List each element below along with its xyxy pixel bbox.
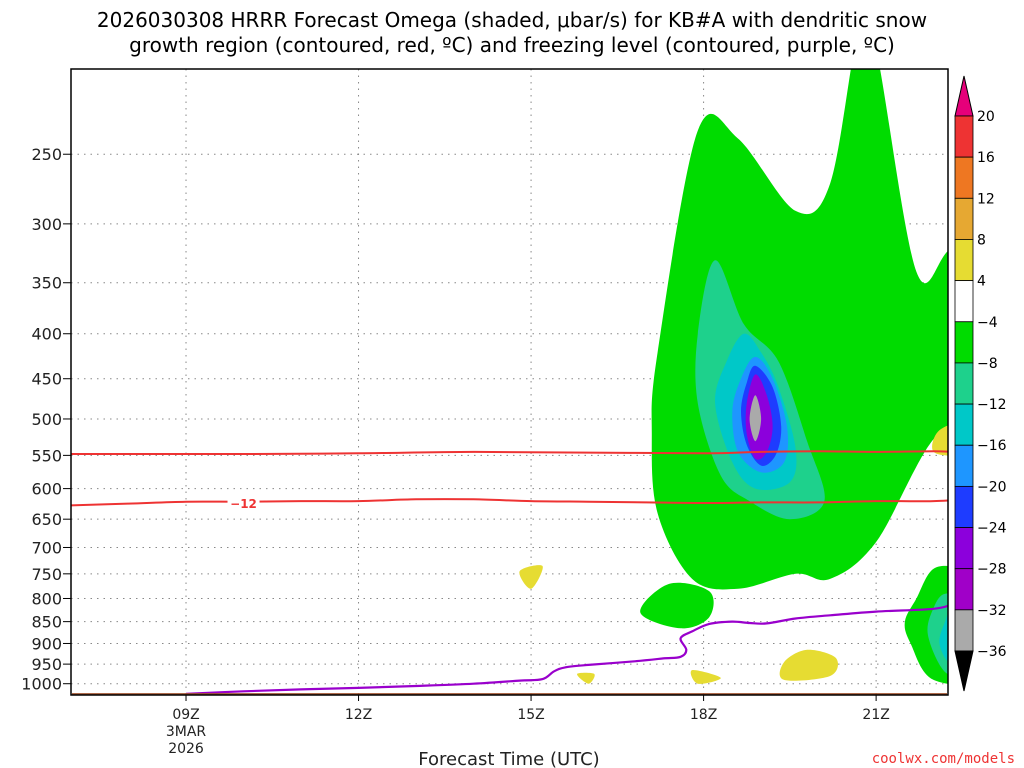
y-tick-label: 350: [31, 274, 62, 293]
contour-label-bg: [227, 496, 260, 511]
y-tick-label: 1000: [21, 675, 62, 694]
colorbar-bin--24--20: [954, 485, 974, 528]
colorbar: 20 16 12 8 4 −4 −8 −12 −16 −20 −24 −28 −32 −36: [954, 75, 1007, 692]
dendritic-contour-line: [71, 450, 948, 456]
colorbar-bin--4-4: [954, 280, 974, 323]
x-axis-title: Forecast Time (UTC): [418, 749, 599, 768]
colorbar-bin--32--28: [954, 568, 974, 611]
y-tick-label: 850: [31, 613, 62, 632]
colorbar-bin-8-12: [954, 197, 974, 240]
colorbar-bin--12--8: [954, 362, 974, 405]
y-tick-label: 900: [31, 634, 62, 653]
colorbar-label: −32: [977, 603, 1007, 619]
y-tick-label: 650: [31, 510, 62, 529]
y-tick-label: 950: [31, 655, 62, 674]
y-tick-label: 700: [31, 538, 62, 557]
y-tick-label: 600: [31, 480, 62, 499]
colorbar-label: 20: [977, 109, 995, 125]
colorbar-top-triangle: [954, 75, 974, 117]
colorbar-label: −36: [977, 644, 1007, 660]
y-tick-label: 800: [31, 589, 62, 608]
x-tick-label: 21Z: [862, 707, 889, 723]
y-tick-label: 300: [31, 215, 62, 234]
y-tick-label: 450: [31, 370, 62, 389]
x-tick-label: 15Z: [517, 707, 544, 723]
colorbar-label: −8: [977, 356, 998, 372]
x-tick-label: 18Z: [690, 707, 717, 723]
x-tick-label: 12Z: [345, 707, 372, 723]
y-tick-label: 750: [31, 565, 62, 584]
y-tick-label: 550: [31, 446, 62, 465]
colorbar-label: 12: [977, 191, 995, 207]
freezing-level-contour: [185, 604, 948, 695]
omega-region-4-8: [577, 672, 595, 684]
credit-link[interactable]: coolwx.com/models: [872, 751, 1015, 767]
colorbar-bin-12-16: [954, 156, 974, 199]
colorbar-label: 8: [977, 232, 986, 248]
omega-region-4-8: [779, 649, 839, 681]
colorbar-label: 4: [977, 274, 986, 290]
plot-area: −18−12−12: [70, 68, 949, 696]
chart-title-line2: growth region (contoured, red, ºC) and f…: [129, 33, 895, 57]
colorbar-label: −28: [977, 562, 1007, 578]
omega-region-4-8: [690, 669, 721, 684]
dendritic-contour-label: −12: [230, 497, 257, 511]
contour-layer: −18−12−12: [71, 450, 948, 695]
colorbar-bin--28--24: [954, 527, 974, 570]
omega-region--36--32: [749, 395, 762, 442]
omega-region--12--8: [927, 593, 948, 675]
x-tick-label: 09Z: [172, 707, 199, 723]
colorbar-label: −4: [977, 315, 998, 331]
colorbar-bin--20--16: [954, 444, 974, 487]
omega-shading-layer: [519, 69, 948, 684]
colorbar-bin--16--12: [954, 403, 974, 446]
y-axis-ticks: 250 300 350 400 450 500 550 600 650 700 750 800 850 9…: [21, 145, 71, 694]
y-tick-label: 500: [31, 410, 62, 429]
colorbar-label: −20: [977, 479, 1007, 495]
omega-region--8--4: [640, 582, 714, 629]
colorbar-bottom-triangle: [954, 650, 974, 692]
colorbar-label: −12: [977, 397, 1007, 413]
omega-region--16--12: [939, 613, 948, 662]
colorbar-label: −16: [977, 438, 1007, 454]
colorbar-label: 16: [977, 150, 995, 166]
x-axis-ticks: 09Z3MAR202612Z15Z18Z21Z00Z4MAR: [166, 695, 890, 757]
plot-frame: [70, 68, 949, 696]
colorbar-label: −24: [977, 521, 1007, 537]
colorbar-bin-16-20: [954, 115, 974, 158]
y-tick-label: 400: [31, 325, 62, 344]
colorbar-bin--36--32: [954, 609, 974, 652]
colorbar-bin--8--4: [954, 321, 974, 364]
y-tick-label: 250: [31, 145, 62, 164]
x-tick-date: 3MAR: [166, 724, 207, 740]
chart-title-line1: 2026030308 HRRR Forecast Omega (shaded, …: [97, 8, 927, 32]
omega-region-4-8: [932, 425, 948, 456]
x-tick-date: 2026: [168, 741, 204, 757]
ground-strip: [72, 693, 947, 695]
omega-region-4-8: [519, 565, 543, 589]
colorbar-bin-4-8: [954, 239, 974, 282]
